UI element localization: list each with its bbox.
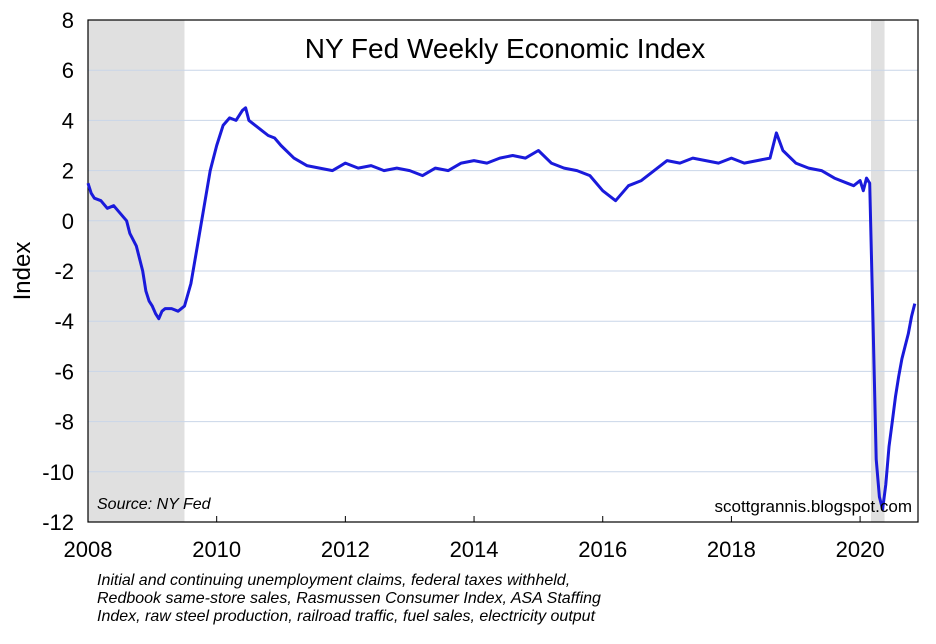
x-tick-labels: 2008 2010 2012 2014 2016 2018 2020 xyxy=(64,516,885,562)
x-tick-label: 2010 xyxy=(192,537,241,562)
y-tick-label: 2 xyxy=(62,159,74,184)
y-tick-label: 4 xyxy=(62,108,74,133)
x-tick-label: 2016 xyxy=(578,537,627,562)
footnote-line: Index, raw steel production, railroad tr… xyxy=(97,608,596,625)
footnote: Initial and continuing unemployment clai… xyxy=(97,572,737,626)
gridlines xyxy=(88,19,918,523)
source-note: Source: NY Fed xyxy=(97,496,212,513)
y-tick-label: -2 xyxy=(54,259,74,284)
chart-title: NY Fed Weekly Economic Index xyxy=(305,33,705,64)
footnote-line: Initial and continuing unemployment clai… xyxy=(97,572,571,589)
plot-frame xyxy=(87,19,919,523)
y-tick-labels: 8 6 4 2 0 -2 -4 -6 -8 -10 -12 xyxy=(42,8,74,535)
footnote-line: Redbook same-store sales, Rasmussen Cons… xyxy=(97,590,601,607)
y-tick-label: 0 xyxy=(62,209,74,234)
y-tick-label: -4 xyxy=(54,309,74,334)
credit-text: scottgrannis.blogspot.com xyxy=(715,497,913,516)
y-tick-label: 6 xyxy=(62,58,74,83)
y-tick-label: 8 xyxy=(62,8,74,33)
x-tick-label: 2008 xyxy=(64,537,113,562)
y-tick-label: -12 xyxy=(42,510,74,535)
y-axis-label: Index xyxy=(9,242,36,301)
x-tick-label: 2020 xyxy=(836,537,885,562)
x-tick-label: 2018 xyxy=(707,537,756,562)
y-tick-label: -6 xyxy=(54,359,74,384)
series-line xyxy=(86,106,917,511)
x-tick-label: 2012 xyxy=(321,537,370,562)
y-tick-label: -8 xyxy=(54,410,74,435)
y-tick-label: -10 xyxy=(42,460,74,485)
x-tick-label: 2014 xyxy=(450,537,499,562)
